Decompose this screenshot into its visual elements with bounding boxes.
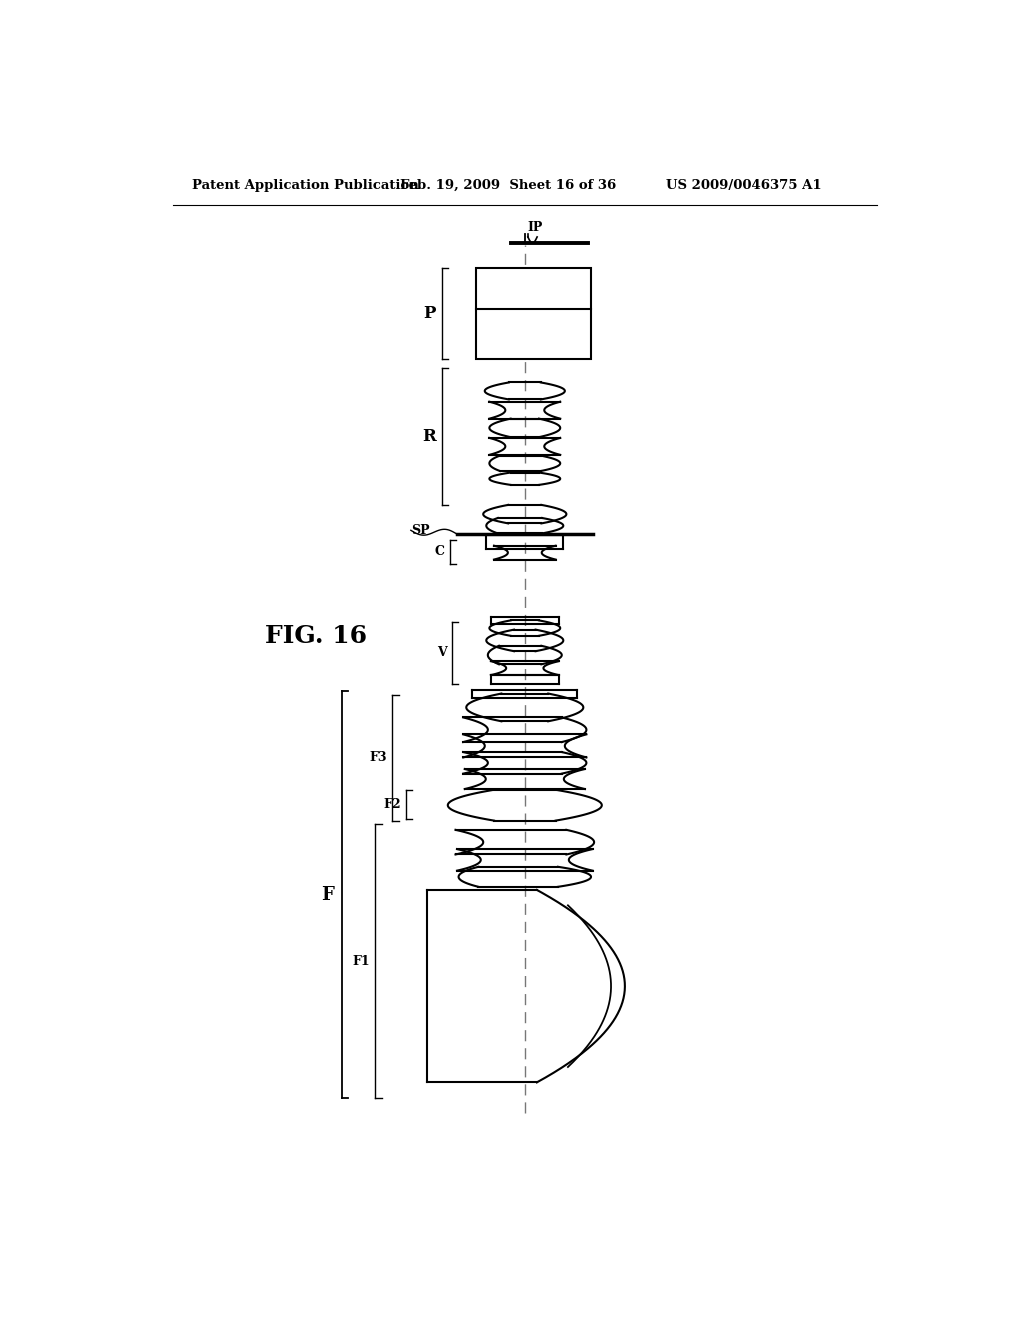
Text: V: V [437,647,446,659]
Text: F1: F1 [352,954,371,968]
Text: F2: F2 [384,797,401,810]
Text: Patent Application Publication: Patent Application Publication [193,178,419,191]
Text: SP: SP [411,524,429,537]
Text: Feb. 19, 2009  Sheet 16 of 36: Feb. 19, 2009 Sheet 16 of 36 [400,178,616,191]
Bar [475,268,591,359]
Text: R: R [423,428,436,445]
Text: F3: F3 [370,751,387,764]
Text: F: F [322,886,334,903]
Text: P: P [423,305,435,322]
Text: US 2009/0046375 A1: US 2009/0046375 A1 [666,178,821,191]
Text: IP: IP [528,220,544,234]
Text: C: C [434,545,444,558]
Text: FIG. 16: FIG. 16 [265,624,368,648]
